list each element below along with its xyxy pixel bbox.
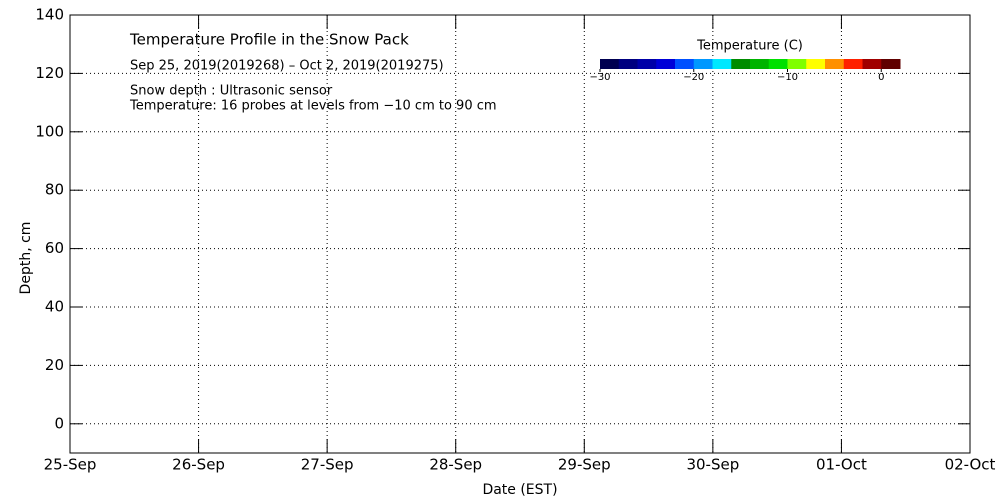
colorbar-tick-label: −20 (683, 72, 704, 83)
y-tick-label: 120 (35, 64, 64, 82)
x-axis-label: Date (EST) (482, 482, 557, 498)
colorbar-segment (693, 59, 713, 69)
annotation: Snow depth : Ultrasonic sensor (130, 84, 333, 99)
colorbar-segment (731, 59, 751, 69)
chart-title: Temperature Profile in the Snow Pack (129, 31, 409, 49)
y-tick-label: 140 (35, 6, 64, 24)
x-tick-label: 01-Oct (816, 456, 867, 474)
x-tick-label: 28-Sep (429, 456, 482, 474)
x-tick-label: 27-Sep (301, 456, 354, 474)
colorbar-segment (787, 59, 807, 69)
x-tick-label: 02-Oct (945, 456, 996, 474)
colorbar-tick-label: −10 (777, 72, 798, 83)
x-tick-label: 29-Sep (558, 456, 611, 474)
y-tick-label: 60 (45, 239, 64, 257)
colorbar-tick-label: −30 (589, 72, 610, 83)
colorbar-segment (806, 59, 826, 69)
y-tick-label: 80 (45, 181, 64, 199)
x-tick-label: 30-Sep (686, 456, 739, 474)
colorbar-segment (600, 59, 620, 69)
colorbar-segment (843, 59, 863, 69)
colorbar-segment (768, 59, 788, 69)
x-tick-label: 25-Sep (44, 456, 97, 474)
plot-frame (69, 14, 971, 454)
colorbar-segment (750, 59, 770, 69)
y-axis-label: Depth, cm (18, 222, 34, 295)
x-tick-label: 26-Sep (172, 456, 225, 474)
colorbar-segment (862, 59, 882, 69)
colorbar-segment (618, 59, 638, 69)
y-tick-label: 100 (35, 122, 64, 140)
y-tick-label: 0 (54, 414, 64, 432)
colorbar-segment (656, 59, 676, 69)
colorbar-segment (637, 59, 657, 69)
colorbar-tick-label: 0 (878, 72, 884, 83)
colorbar-segment (881, 59, 901, 69)
colorbar-segment (825, 59, 845, 69)
chart-subtitle: Sep 25, 2019(2019268) – Oct 2, 2019(2019… (130, 59, 444, 74)
y-tick-label: 20 (45, 356, 64, 374)
colorbar-segment (712, 59, 732, 69)
colorbar-segment (675, 59, 695, 69)
y-tick-label: 40 (45, 298, 64, 316)
colorbar-label: Temperature (C) (696, 39, 803, 54)
annotation: Temperature: 16 probes at levels from −1… (129, 99, 497, 114)
